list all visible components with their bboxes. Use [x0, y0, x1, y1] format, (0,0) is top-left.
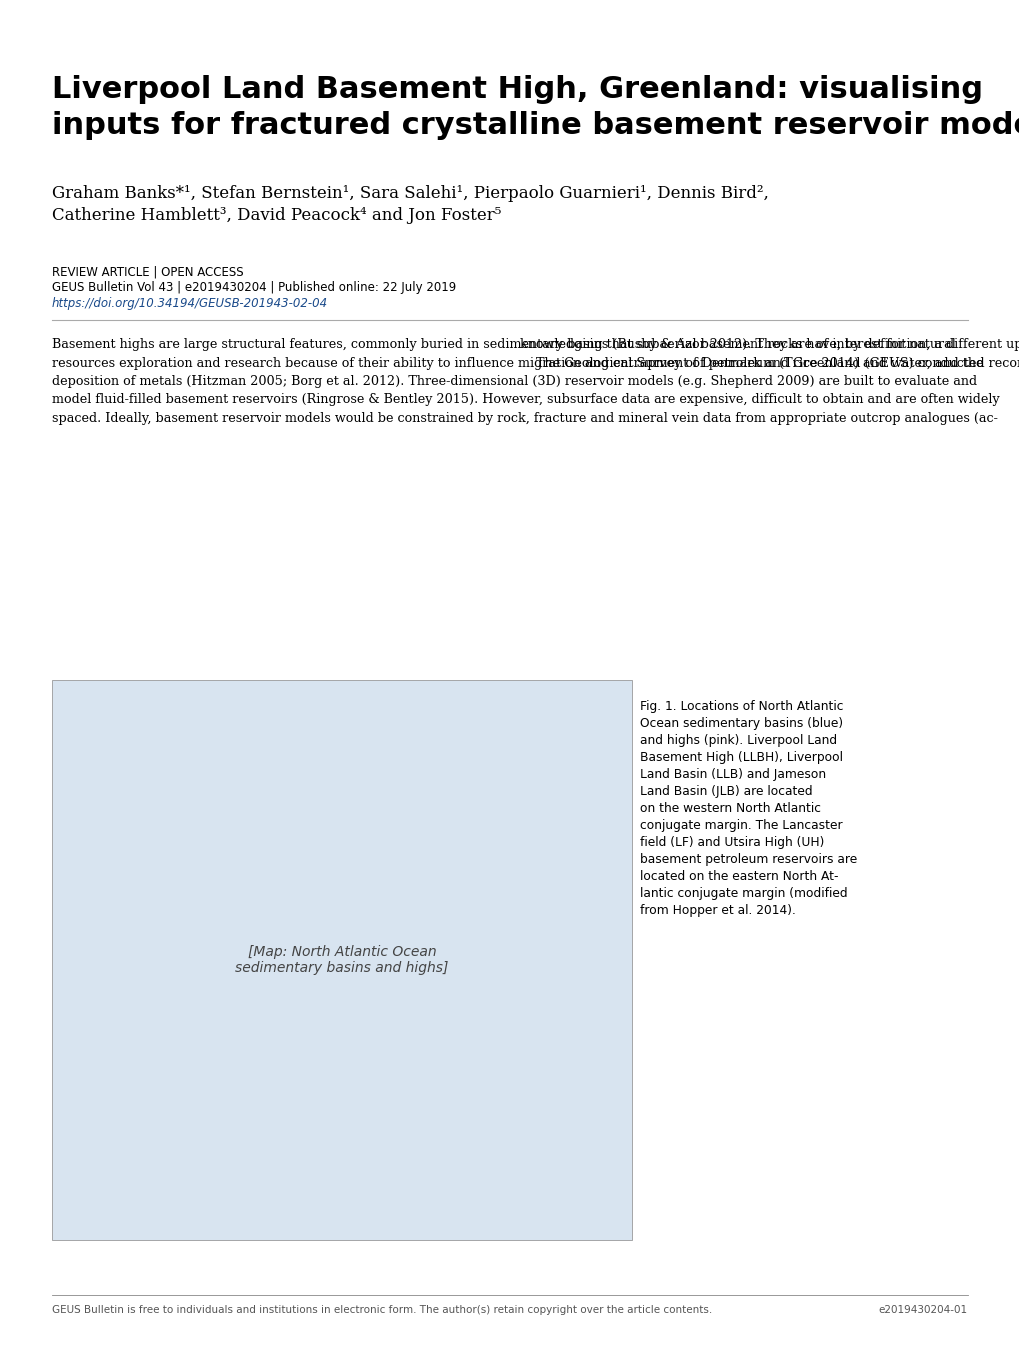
Text: REVIEW ARTICLE | OPEN ACCESS: REVIEW ARTICLE | OPEN ACCESS: [52, 265, 244, 279]
Text: knowledging that subaerial basement rocks have, by definition, a different uplif: knowledging that subaerial basement rock…: [520, 338, 1019, 370]
Text: https://doi.org/10.34194/GEUSB-201943-02-04: https://doi.org/10.34194/GEUSB-201943-02…: [52, 298, 328, 310]
Text: Liverpool Land Basement High, Greenland: visualising
inputs for fractured crysta: Liverpool Land Basement High, Greenland:…: [52, 75, 1019, 140]
Text: Catherine Hamblett³, David Peacock⁴ and Jon Foster⁵: Catherine Hamblett³, David Peacock⁴ and …: [52, 207, 501, 224]
Text: Graham Banks*¹, Stefan Bernstein¹, Sara Salehi¹, Pierpaolo Guarnieri¹, Dennis Bi: Graham Banks*¹, Stefan Bernstein¹, Sara …: [52, 185, 768, 202]
Bar: [52, 680, 632, 1239]
Text: GEUS Bulletin is free to individuals and institutions in electronic form. The au: GEUS Bulletin is free to individuals and…: [52, 1305, 711, 1316]
Text: [Map: North Atlantic Ocean
sedimentary basins and highs]: [Map: North Atlantic Ocean sedimentary b…: [235, 945, 448, 976]
Text: Basement highs are large structural features, commonly buried in sedimentary bas: Basement highs are large structural feat…: [52, 338, 999, 425]
Text: e2019430204-01: e2019430204-01: [878, 1305, 967, 1316]
Text: Fig. 1. Locations of North Atlantic
Ocean sedimentary basins (blue)
and highs (p: Fig. 1. Locations of North Atlantic Ocea…: [639, 700, 856, 917]
Text: GEUS Bulletin Vol 43 | e2019430204 | Published online: 22 July 2019: GEUS Bulletin Vol 43 | e2019430204 | Pub…: [52, 281, 455, 294]
